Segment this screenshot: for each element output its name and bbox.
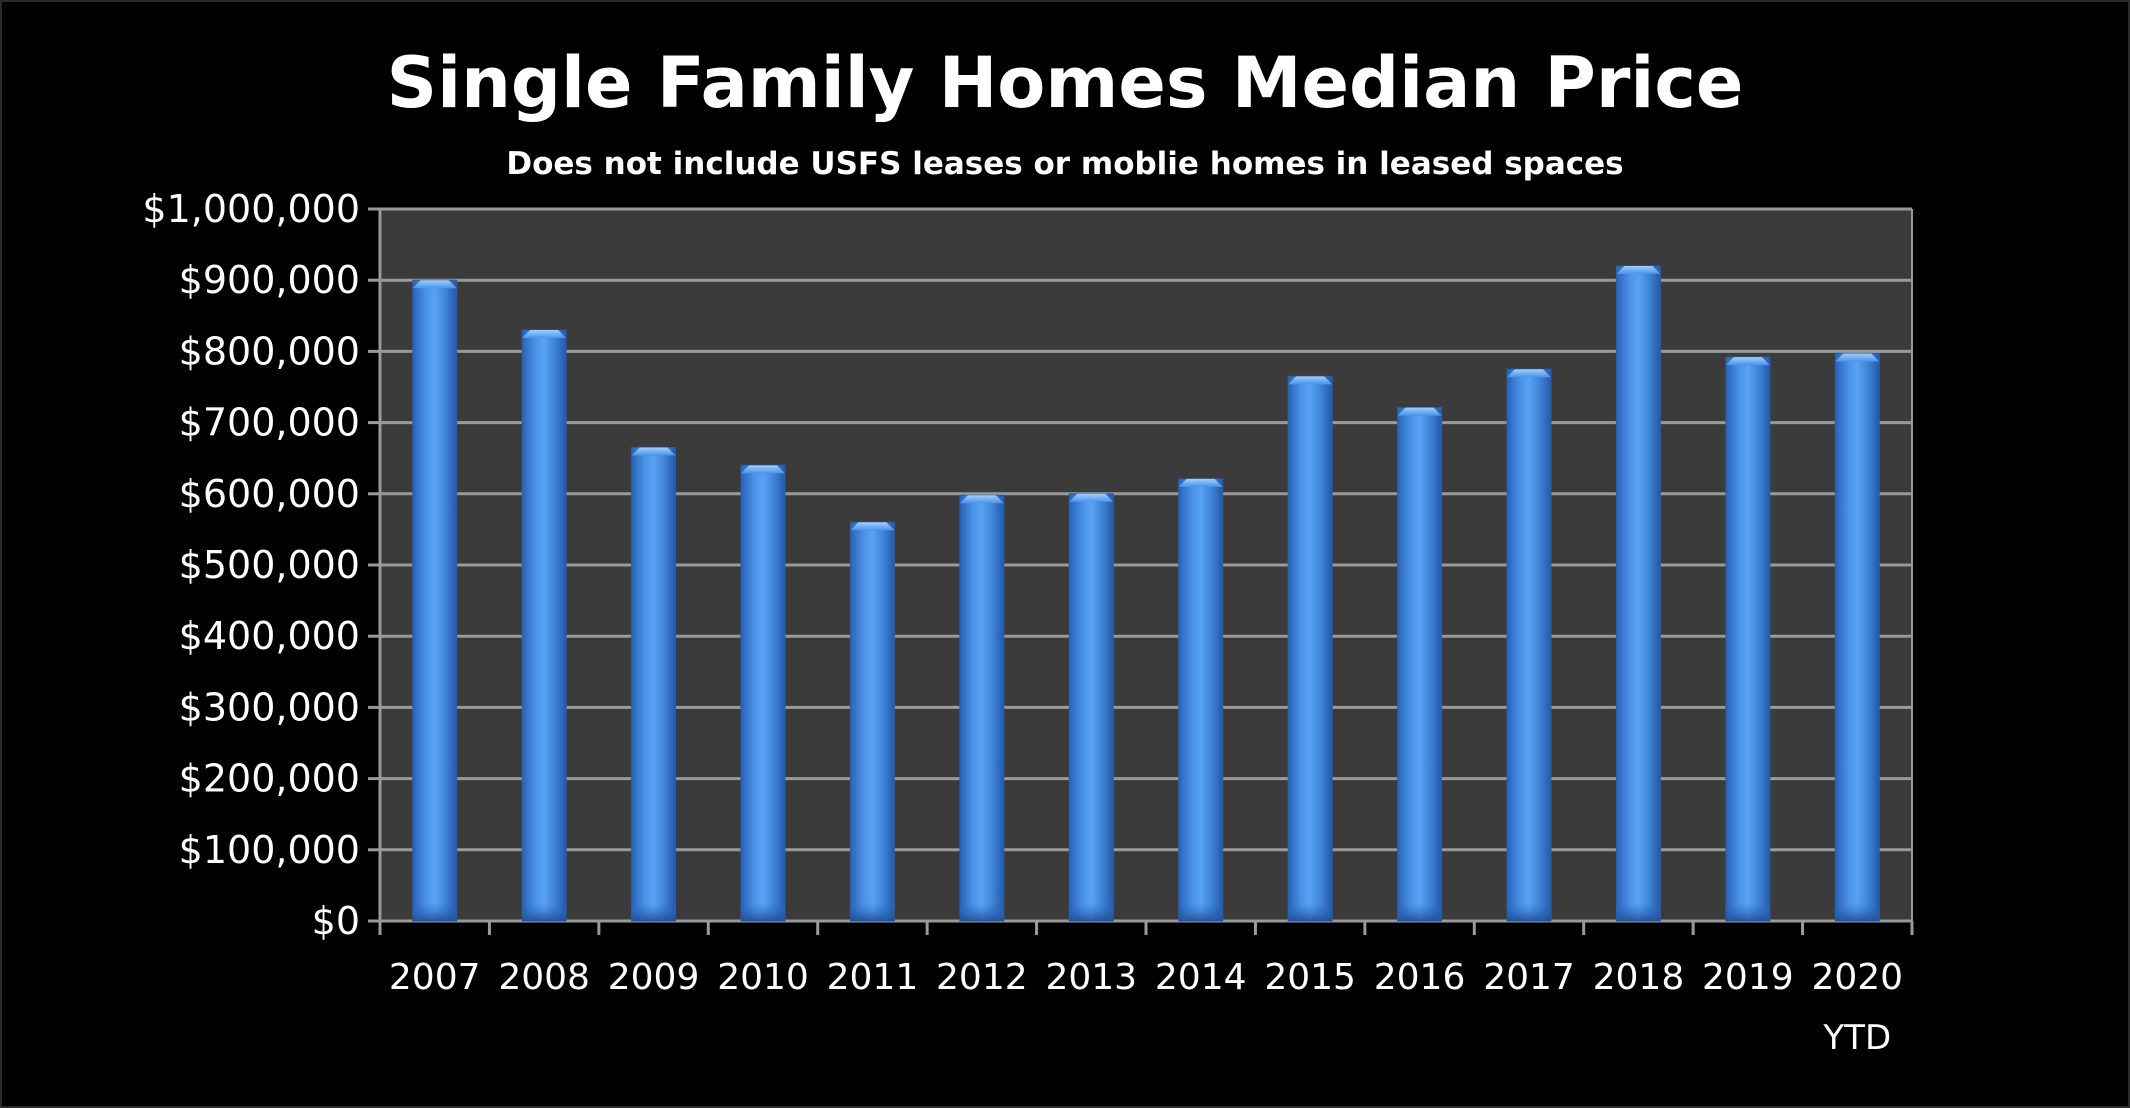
bar-cap: [959, 495, 1004, 504]
bar-cap: [412, 280, 457, 289]
bar-base-shade: [850, 903, 895, 921]
bar: [1725, 356, 1771, 922]
bar-group: [631, 447, 677, 922]
bar-cap: [631, 447, 676, 456]
bar: [521, 329, 567, 922]
bar-cap: [1288, 376, 1333, 385]
bar: [1178, 478, 1224, 922]
bar-cap: [1069, 493, 1114, 502]
x-tick-label: 2015: [1264, 957, 1356, 998]
bar-group: [1506, 368, 1552, 922]
x-tick-label: 2016: [1374, 957, 1466, 998]
bar-base-shade: [1725, 903, 1770, 921]
chart-subtitle: Does not include USFS leases or moblie h…: [506, 146, 1624, 182]
bar-cap: [1397, 407, 1442, 416]
bar-base-shade: [631, 903, 676, 921]
bar: [849, 521, 895, 922]
x-tick-label: 2013: [1045, 957, 1137, 998]
bar-base-shade: [1397, 903, 1442, 921]
x-tick-label: 2017: [1483, 957, 1575, 998]
x-tick-label: 2020: [1811, 957, 1903, 998]
bar-group: [1068, 493, 1114, 922]
bar: [1615, 265, 1661, 922]
bar-base-shade: [1178, 903, 1223, 921]
bar-cap: [1178, 478, 1223, 487]
bar: [412, 279, 458, 922]
bar: [1834, 353, 1880, 922]
y-tick-label: $200,000: [179, 757, 360, 801]
x-tick-label: 2018: [1593, 957, 1685, 998]
bar: [1506, 368, 1552, 922]
bar-cap: [1725, 357, 1770, 366]
bar: [1287, 375, 1333, 922]
y-tick-label: $300,000: [179, 685, 360, 729]
y-tick-label: $900,000: [179, 258, 360, 302]
bar-base-shade: [1069, 903, 1114, 921]
x-tick-label: 2009: [608, 957, 700, 998]
y-tick-label: $0: [312, 899, 360, 943]
chart-title: Single Family Homes Median Price: [386, 42, 1744, 124]
bar-group: [1287, 375, 1333, 922]
y-tick-label: $800,000: [179, 329, 360, 373]
y-tick-label: $600,000: [179, 472, 360, 516]
y-tick-label: $400,000: [179, 614, 360, 658]
x-tick-label: 2012: [936, 957, 1028, 998]
bar-cap: [741, 465, 785, 474]
bar-group: [412, 279, 458, 922]
bar-group: [1397, 407, 1443, 922]
bar: [1397, 407, 1443, 922]
bar-base-shade: [741, 903, 785, 921]
bar: [959, 494, 1005, 922]
bar-group: [1178, 478, 1224, 922]
x-tick-label: 2010: [717, 957, 809, 998]
y-tick-label: $100,000: [179, 828, 360, 872]
bar: [740, 464, 786, 922]
x-tick-label: 2011: [827, 957, 919, 998]
x-tick-label: 2014: [1155, 957, 1247, 998]
y-tick-label: $700,000: [179, 401, 360, 445]
bar-cap: [1507, 369, 1551, 378]
bar-base-shade: [412, 903, 457, 921]
y-tick-label: $1,000,000: [142, 187, 360, 231]
bar-group: [1725, 356, 1771, 922]
bar-group: [849, 521, 895, 922]
bar-cap: [1616, 265, 1661, 274]
bar-base-shade: [522, 903, 567, 921]
bar-group: [521, 329, 567, 922]
bar-base-shade: [1835, 903, 1880, 921]
bar-base-shade: [1288, 903, 1333, 921]
bar-base-shade: [959, 903, 1004, 921]
bar-cap: [1835, 353, 1880, 362]
bar-group: [959, 494, 1005, 922]
x-tick-label: 2007: [389, 957, 481, 998]
x-tick-label: 2008: [498, 957, 590, 998]
bar-group: [1615, 265, 1661, 922]
bar-base-shade: [1616, 903, 1661, 921]
x-tick-sublabel: YTD: [1822, 1018, 1891, 1058]
x-tick-label: 2019: [1702, 957, 1794, 998]
bar-base-shade: [1507, 903, 1551, 921]
y-tick-label: $500,000: [179, 543, 360, 587]
bar-cap: [850, 522, 895, 531]
bar-group: [1834, 353, 1880, 922]
bar-group: [740, 464, 786, 922]
bar: [631, 447, 677, 922]
bar-cap: [522, 330, 567, 339]
bar: [1068, 493, 1114, 922]
